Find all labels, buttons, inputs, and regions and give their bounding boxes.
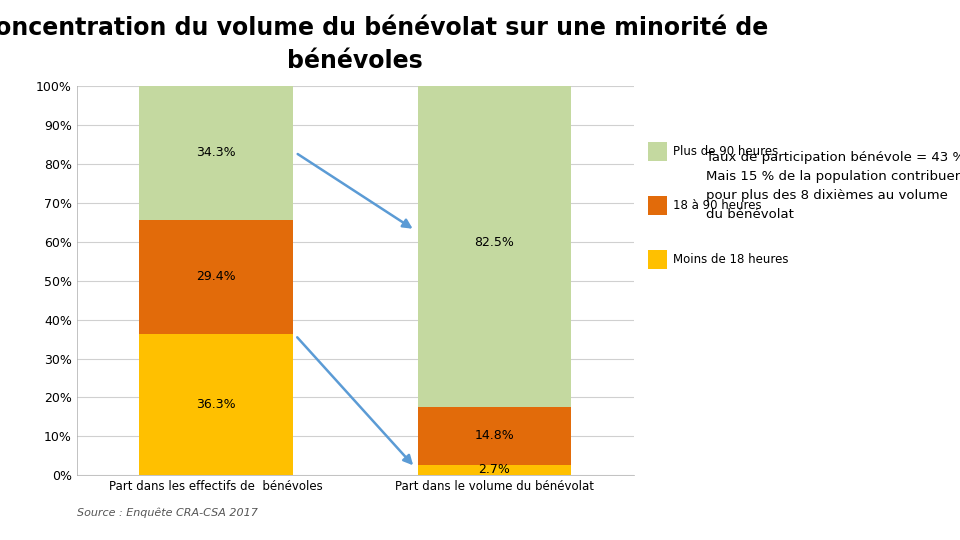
- Bar: [139, 334, 293, 475]
- Text: 29.4%: 29.4%: [196, 270, 236, 283]
- Bar: [139, 220, 293, 334]
- Text: 18 à 90 heures: 18 à 90 heures: [673, 199, 761, 212]
- Text: Moins de 18 heures: Moins de 18 heures: [673, 253, 788, 266]
- Text: 14.8%: 14.8%: [474, 429, 515, 442]
- Bar: [418, 465, 571, 475]
- Bar: [418, 86, 571, 407]
- Text: Source : Enquête CRA-CSA 2017: Source : Enquête CRA-CSA 2017: [77, 508, 257, 518]
- Text: 82.5%: 82.5%: [474, 236, 515, 249]
- Bar: [139, 86, 293, 220]
- Text: Taux de participation bénévole = 43 %
Mais 15 % de la population contribuent
pou: Taux de participation bénévole = 43 % Ma…: [706, 151, 960, 221]
- Bar: [418, 407, 571, 465]
- Text: bénévoles: bénévoles: [287, 49, 423, 72]
- Text: La concentration du volume du bénévolat sur une minorité de: La concentration du volume du bénévolat …: [0, 16, 768, 40]
- Text: Plus de 90 heures: Plus de 90 heures: [673, 145, 779, 158]
- Text: 36.3%: 36.3%: [196, 398, 236, 411]
- Text: 34.3%: 34.3%: [196, 146, 236, 159]
- Text: 2.7%: 2.7%: [478, 463, 511, 476]
